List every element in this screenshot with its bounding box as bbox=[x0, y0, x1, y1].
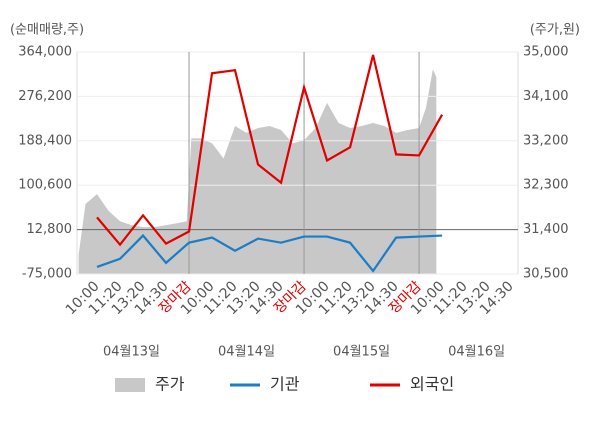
y2-tick-label: 30,500 bbox=[523, 267, 569, 282]
price-area bbox=[78, 69, 437, 275]
y2-tick-label: 32,300 bbox=[523, 178, 569, 193]
y-tick-label: -75,000 bbox=[22, 267, 72, 282]
legend-swatch bbox=[115, 378, 145, 392]
y-axis-label: (순매매량,주) bbox=[10, 23, 84, 38]
y-tick-label: 364,000 bbox=[18, 45, 72, 60]
series-line bbox=[96, 54, 444, 247]
y-tick-label: 100,600 bbox=[18, 178, 72, 193]
y2-tick-label: 33,200 bbox=[523, 133, 569, 148]
legend-label: 주가 bbox=[155, 375, 185, 394]
day-label: 04월13일 bbox=[103, 345, 160, 360]
series-line bbox=[96, 233, 443, 273]
y2-tick-label: 35,000 bbox=[523, 45, 569, 60]
day-label: 04월14일 bbox=[218, 345, 275, 360]
y2-axis-label: (주가,원) bbox=[530, 23, 580, 38]
y2-tick-label: 34,100 bbox=[523, 89, 569, 104]
y-tick-label: 276,200 bbox=[18, 89, 72, 104]
day-label: 04월15일 bbox=[333, 345, 390, 360]
y-tick-label: 12,800 bbox=[27, 222, 73, 237]
legend-label: 외국인 bbox=[410, 375, 454, 394]
y-tick-label: 188,400 bbox=[18, 133, 72, 148]
legend-label: 기관 bbox=[270, 375, 300, 394]
day-label: 04월16일 bbox=[448, 345, 505, 360]
y2-tick-label: 31,400 bbox=[523, 222, 569, 237]
